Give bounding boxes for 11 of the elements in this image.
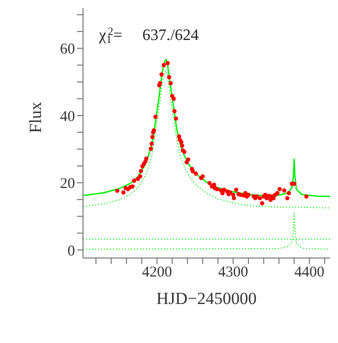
annotation: χ$_{1}$$^{2}$= 637./624 (98, 26, 199, 46)
y-tick-label: 0 (68, 243, 75, 260)
y-tick-label: 60 (60, 42, 75, 58)
x-tick-label: 4400 (294, 264, 324, 281)
x-tick-label: 4300 (218, 264, 248, 281)
x-tick-label: 4200 (142, 264, 172, 281)
y-tick-label: 20 (60, 176, 75, 192)
line-series (83, 212, 330, 250)
x-axis-title: HJD−2450000 (156, 289, 257, 308)
y-axis-title: Flux (26, 101, 46, 133)
y-tick-label: 40 (60, 108, 75, 125)
